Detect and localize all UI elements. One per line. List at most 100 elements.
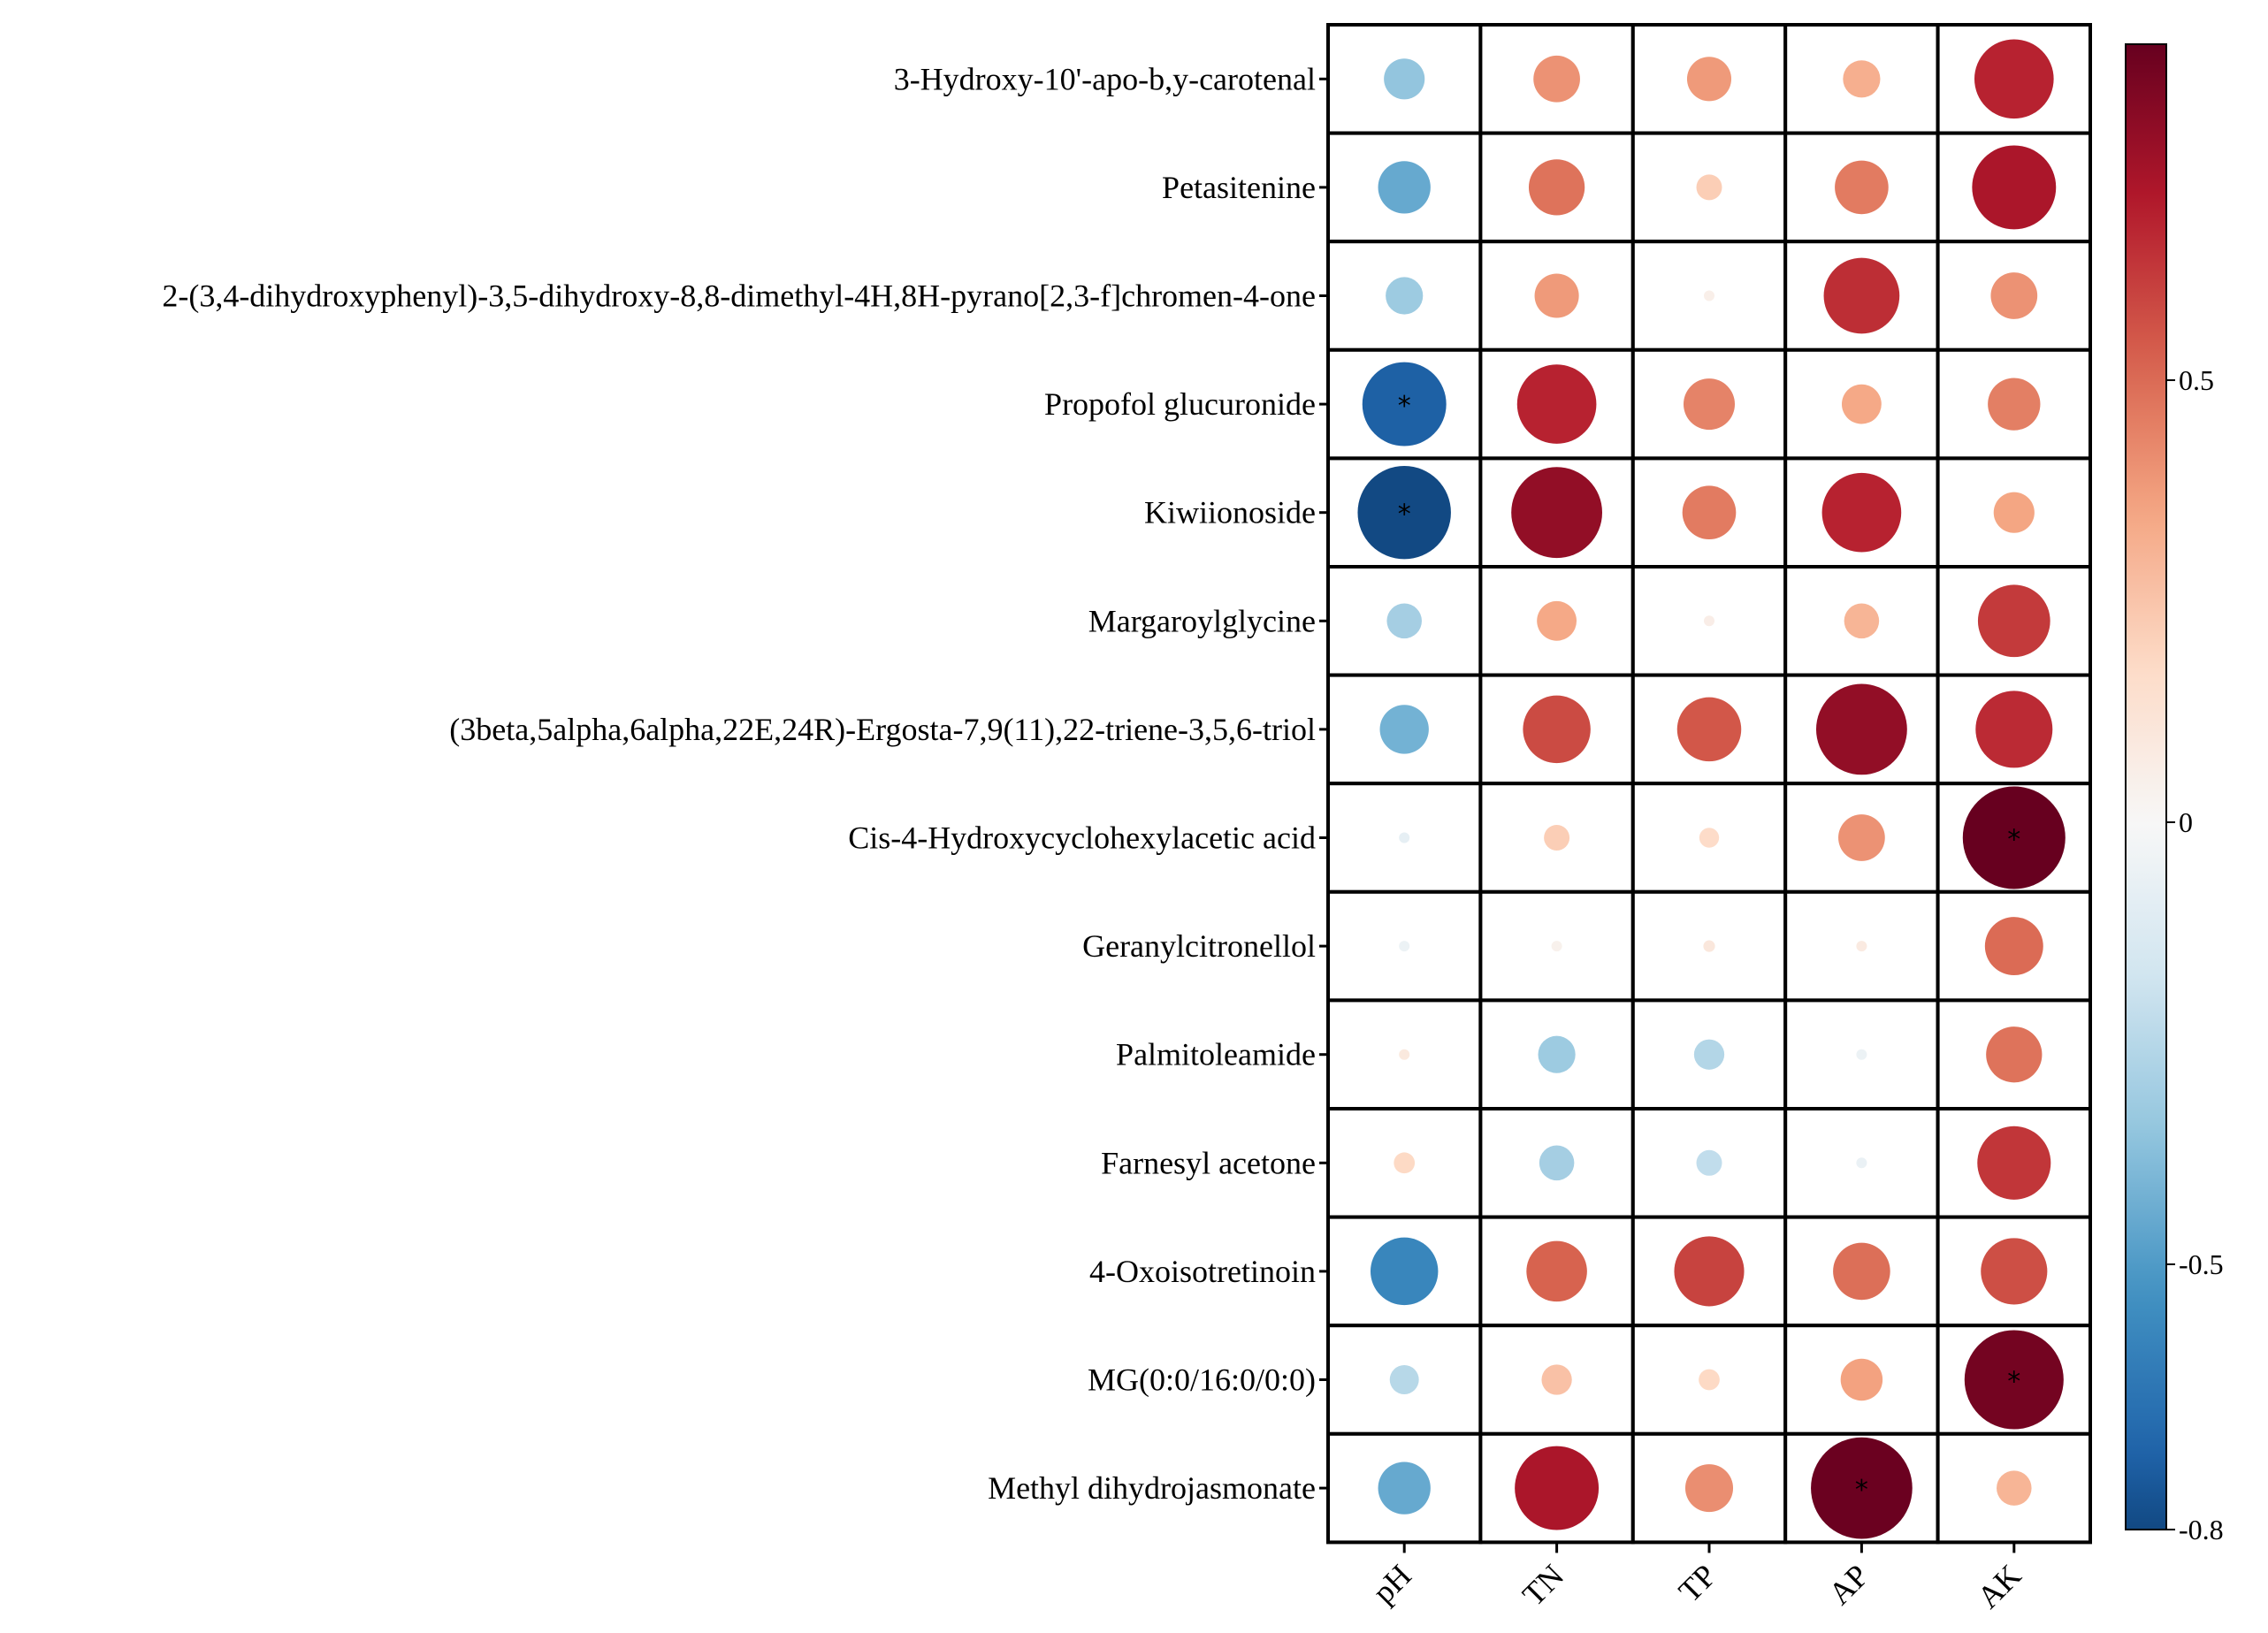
- row-label: Kiwiionoside: [1144, 495, 1316, 530]
- bubble-TP-11: [1674, 1236, 1745, 1307]
- row-label: (3beta,5alpha,6alpha,22E,24R)-Ergosta-7,…: [449, 712, 1316, 747]
- bubble-AK-7: [1962, 786, 2066, 889]
- bubble-pH-5: [1386, 603, 1422, 639]
- row-labels: 3-Hydroxy-10'-apo-b,y-carotenal Petasiten…: [162, 61, 1328, 1506]
- bubble-pH-8: [1399, 941, 1410, 952]
- bubble-TN-11: [1526, 1240, 1587, 1302]
- bubble-AK-2: [1990, 272, 2038, 319]
- bubble-TN-12: [1541, 1364, 1572, 1395]
- column-label-AK: AK: [1970, 1558, 2027, 1615]
- bubble-AK-1: [1972, 145, 2057, 230]
- bubble-TN-9: [1538, 1035, 1576, 1073]
- bubble-AP-6: [1815, 683, 1907, 775]
- bubble-AP-12: [1840, 1358, 1883, 1401]
- bubble-AP-1: [1835, 160, 1889, 215]
- colorbar-gradient: [2125, 43, 2167, 1530]
- bubble-pH-13: [1378, 1461, 1431, 1515]
- bubble-AP-2: [1823, 257, 1900, 334]
- bubble-TP-1: [1696, 174, 1722, 201]
- bubble-AK-8: [1984, 917, 2043, 976]
- bubble-TN-13: [1515, 1446, 1600, 1530]
- bubble-pH-6: [1379, 705, 1429, 754]
- bubble-AP-9: [1856, 1049, 1867, 1060]
- bubble-pH-7: [1399, 832, 1410, 843]
- bubble-AK-13: [1997, 1470, 2032, 1506]
- bubble-pH-12: [1389, 1365, 1419, 1394]
- bubble-TN-7: [1544, 825, 1570, 851]
- bubble-TP-3: [1684, 378, 1735, 431]
- bubble-AP-0: [1843, 60, 1881, 98]
- significance-marker: *: [1398, 391, 1411, 422]
- column-label-pH: pH: [1365, 1558, 1417, 1610]
- bubble-AP-3: [1841, 384, 1882, 424]
- row-label: Geranylcitronellol: [1082, 928, 1316, 964]
- bubble-TP-6: [1676, 697, 1742, 762]
- grid: [1326, 23, 2093, 1545]
- grid-cell: [1630, 131, 1788, 244]
- bubble-pH-1: [1378, 161, 1431, 214]
- bubble-TN-10: [1539, 1145, 1575, 1181]
- bubble-AK-3: [1988, 378, 2041, 431]
- column-label-AP: AP: [1821, 1558, 1875, 1612]
- column-label-TN: TN: [1516, 1558, 1570, 1613]
- bubble-pH-4: [1357, 465, 1451, 560]
- colorbar: 0.5 0 -0.5 -0.8: [2125, 43, 2224, 1545]
- row-label: 4-Oxoisotretinoin: [1089, 1254, 1316, 1289]
- bubble-AP-8: [1856, 941, 1867, 952]
- bubble-AK-4: [1993, 492, 2035, 533]
- significance-marker: *: [2007, 1367, 2020, 1398]
- bubble-TP-2: [1704, 290, 1714, 301]
- bubble-TN-3: [1516, 364, 1597, 444]
- bubble-TP-5: [1704, 615, 1714, 627]
- bubble-AP-4: [1821, 472, 1902, 553]
- bubble-AP-11: [1833, 1242, 1890, 1301]
- bubble-TP-7: [1699, 828, 1720, 848]
- bubble-TP-8: [1703, 940, 1715, 952]
- colorbar-tick-label: -0.5: [2179, 1248, 2224, 1280]
- significance-marker: *: [1398, 500, 1411, 530]
- grid-cell: [1936, 565, 2093, 677]
- bubble-pH-3: [1362, 362, 1447, 446]
- bubble-AK-11: [1981, 1238, 2048, 1305]
- column-label-TP: TP: [1672, 1558, 1723, 1609]
- bubble-AK-0: [1974, 39, 2054, 119]
- bubble-TN-8: [1551, 941, 1562, 952]
- bubble-AK-12: [1964, 1330, 2064, 1430]
- bubble-TN-1: [1528, 159, 1585, 216]
- bubble-pH-11: [1370, 1237, 1439, 1306]
- bubble-TP-13: [1684, 1464, 1734, 1513]
- bubble-TP-4: [1682, 485, 1737, 540]
- bubble-AP-5: [1844, 603, 1880, 639]
- bubble-TP-9: [1693, 1039, 1725, 1070]
- bubble-pH-0: [1384, 58, 1425, 100]
- bubble-TP-12: [1699, 1369, 1720, 1391]
- row-label: 2-(3,4-dihydroxyphenyl)-3,5-dihydroxy-8,…: [162, 279, 1316, 314]
- bubble-pH-2: [1386, 277, 1424, 315]
- row-label: MG(0:0/16:0/0:0): [1088, 1362, 1316, 1398]
- bubble-TN-5: [1537, 600, 1577, 641]
- bubble-AK-10: [1977, 1126, 2051, 1200]
- bubble-TN-2: [1534, 273, 1579, 318]
- bubble-pH-10: [1394, 1152, 1416, 1174]
- bubble-TN-0: [1533, 55, 1580, 103]
- row-label: 3-Hydroxy-10'-apo-b,y-carotenal: [894, 61, 1316, 96]
- significance-marker: *: [1855, 1475, 1868, 1506]
- bubble-AK-5: [1977, 584, 2050, 658]
- bubble-TN-4: [1511, 467, 1603, 559]
- colorbar-tick-label: -0.8: [2179, 1514, 2224, 1545]
- bubble-AP-13: [1811, 1437, 1913, 1539]
- bubble-pH-9: [1399, 1049, 1410, 1060]
- colorbar-tick-label: 0: [2179, 806, 2193, 838]
- row-label: Cis-4-Hydroxycyclohexylacetic acid: [848, 820, 1316, 856]
- row-label: Methyl dihydrojasmonate: [988, 1470, 1316, 1506]
- row-label: Farnesyl acetone: [1101, 1145, 1316, 1180]
- bubble-TP-10: [1696, 1149, 1722, 1176]
- row-label: Propofol glucuronide: [1044, 386, 1316, 422]
- row-label: Palmitoleamide: [1116, 1037, 1316, 1072]
- row-label: Petasitenine: [1162, 170, 1316, 205]
- bubbles: * * * * *: [1357, 39, 2066, 1539]
- bubble-TN-6: [1523, 695, 1591, 764]
- bubble-AK-9: [1986, 1026, 2043, 1083]
- bubble-AP-7: [1838, 814, 1885, 861]
